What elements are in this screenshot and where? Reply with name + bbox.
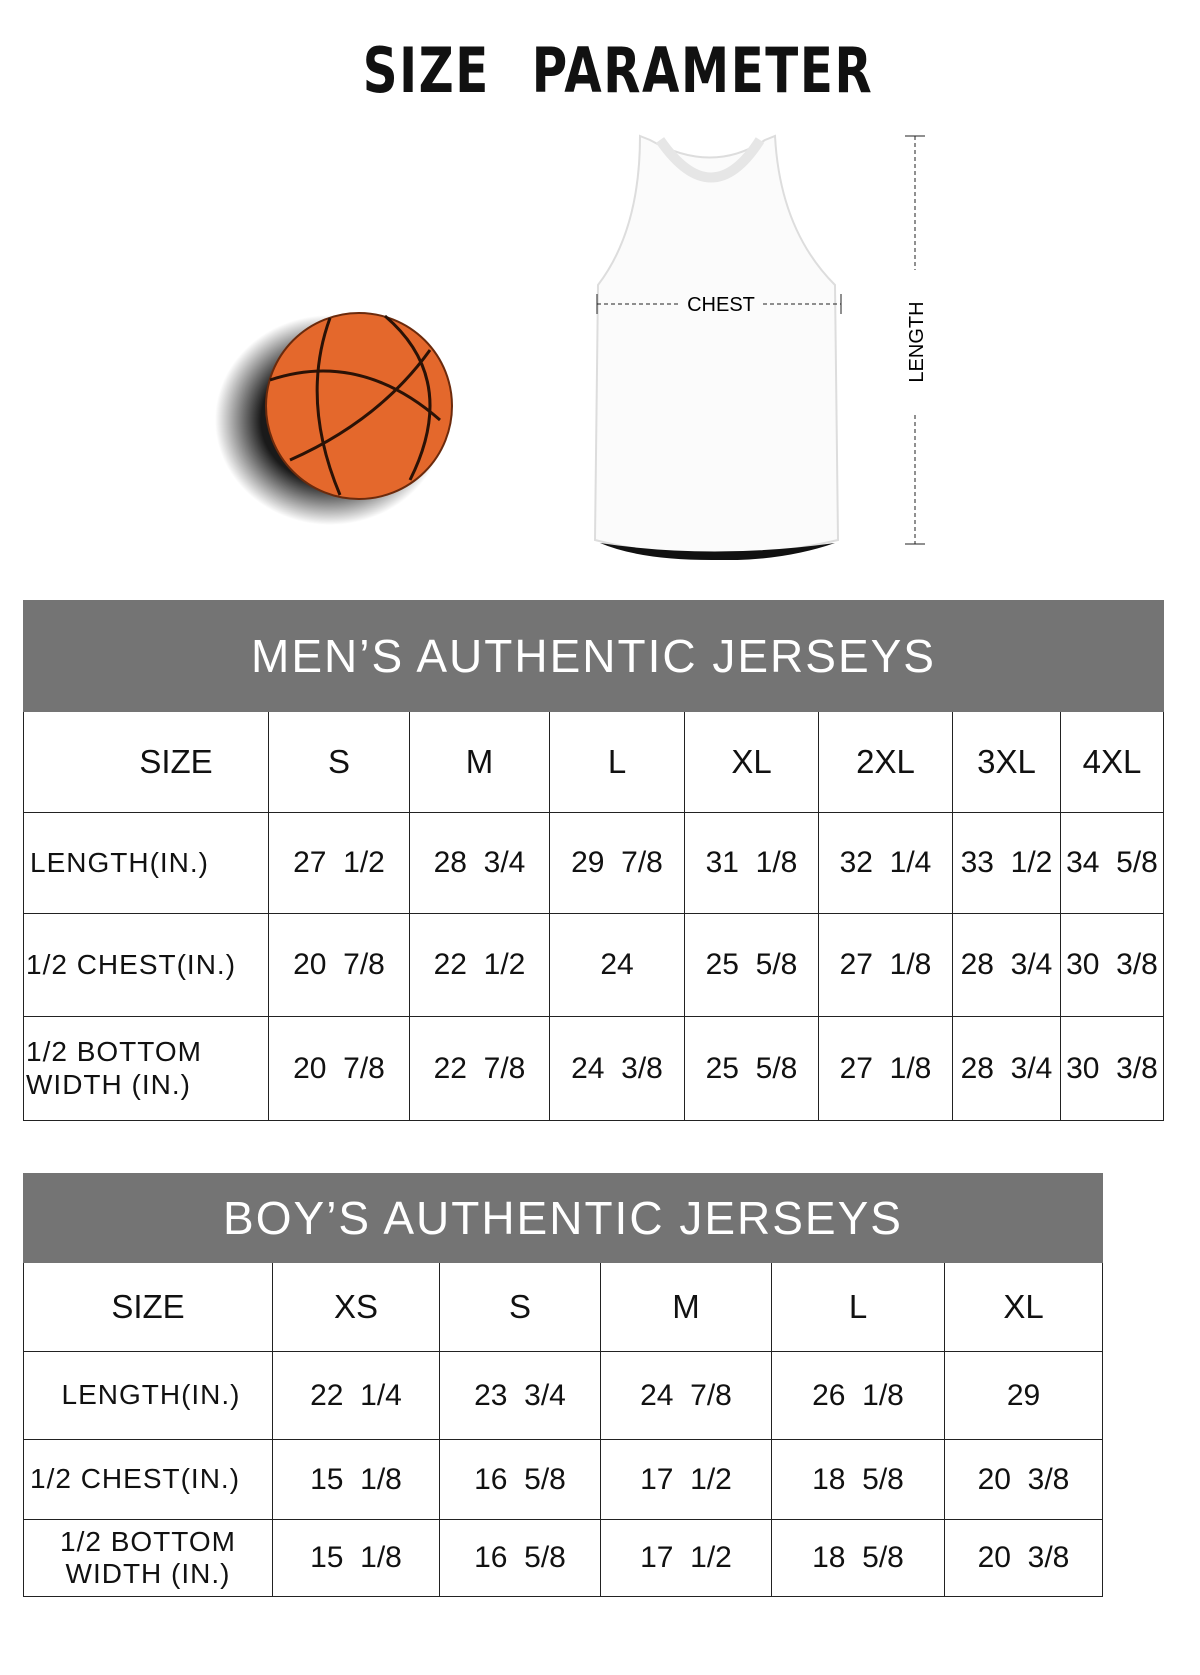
cell: 30 3/8 [1060,913,1164,1017]
row-label: LENGTH(IN.) [23,1351,273,1440]
cell: 22 7/8 [409,1016,550,1121]
table-row: LENGTH(IN.) 22 1/4 23 3/4 24 7/8 26 1/8 … [23,1351,1104,1440]
size-col: L [549,711,685,813]
cell: 26 1/8 [771,1351,945,1440]
size-col: XL [684,711,819,813]
size-col: 2XL [818,711,953,813]
size-col: M [409,711,550,813]
chest-label: CHEST [687,294,755,316]
cell: 31 1/8 [684,812,819,914]
cell: 20 3/8 [943,1439,1104,1520]
cell: 24 [549,913,685,1017]
row-label: 1/2 BOTTOM WIDTH (IN.) [23,1519,273,1597]
size-col: S [268,711,410,813]
size-col: M [600,1262,772,1352]
mens-table-title: MEN’S AUTHENTIC JERSEYS [23,600,1164,712]
cell: 33 1/2 [952,812,1061,914]
cell: 29 [943,1351,1104,1440]
row-label: 1/2 CHEST(IN.) [23,1439,273,1520]
table-row: 1/2 CHEST(IN.) 15 1/8 16 5/8 17 1/2 18 5… [23,1439,1104,1520]
cell: 22 1/4 [272,1351,440,1440]
cell: 27 1/2 [268,812,410,914]
cell: 16 5/8 [439,1519,601,1597]
cell: 24 7/8 [600,1351,772,1440]
basketball-image [215,312,453,525]
row-label: 1/2 CHEST(IN.) [23,913,269,1017]
table-row: LENGTH(IN.) 27 1/2 28 3/4 29 7/8 31 1/8 … [23,812,1164,914]
row-label: LENGTH(IN.) [23,812,269,914]
size-col: 4XL [1060,711,1164,813]
cell: 20 7/8 [268,913,410,1017]
boys-table-title: BOY’S AUTHENTIC JERSEYS [22,1173,1104,1263]
length-label: LENGTH [906,301,928,382]
cell: 22 1/2 [409,913,550,1017]
size-col: L [771,1262,945,1352]
cell: 27 1/8 [818,913,953,1017]
cell: 18 5/8 [771,1519,945,1597]
row-label: 1/2 BOTTOM WIDTH (IN.) [23,1016,269,1121]
mens-size-table: MEN’S AUTHENTIC JERSEYS SIZE S M L XL 2X… [23,600,1164,1121]
cell: 25 5/8 [684,913,819,1017]
cell: 15 1/8 [272,1519,440,1597]
table-row: 1/2 BOTTOM WIDTH (IN.) 20 7/8 22 7/8 24 … [23,1016,1164,1121]
cell: 28 3/4 [952,913,1061,1017]
cell: 34 5/8 [1060,812,1164,914]
jersey-diagram: CHEST LENGTH [593,134,928,560]
table-row: 1/2 BOTTOM WIDTH (IN.) 15 1/8 16 5/8 17 … [23,1519,1104,1597]
cell: 28 3/4 [409,812,550,914]
cell: 17 1/2 [600,1519,772,1597]
cell: 29 7/8 [549,812,685,914]
cell: 32 1/4 [818,812,953,914]
cell: 24 3/8 [549,1016,685,1121]
cell: 20 3/8 [943,1519,1104,1597]
boys-size-table: BOY’S AUTHENTIC JERSEYS SIZE XS S M L XL… [22,1173,1104,1597]
cell: 30 3/8 [1060,1016,1164,1121]
table-row: 1/2 CHEST(IN.) 20 7/8 22 1/2 24 25 5/8 2… [23,913,1164,1017]
cell: 27 1/8 [818,1016,953,1121]
cell: 17 1/2 [600,1439,772,1520]
cell: 20 7/8 [268,1016,410,1121]
page-title: SIZE PARAMETER [362,34,874,107]
cell: 23 3/4 [439,1351,601,1440]
cell: 18 5/8 [771,1439,945,1520]
size-header: SIZE [23,711,269,813]
size-header: SIZE [23,1262,273,1352]
size-col: S [439,1262,601,1352]
cell: 28 3/4 [952,1016,1061,1121]
cell: 25 5/8 [684,1016,819,1121]
cell: 15 1/8 [272,1439,440,1520]
size-col: XS [272,1262,440,1352]
size-col: 3XL [952,711,1061,813]
cell: 16 5/8 [439,1439,601,1520]
size-col: XL [943,1262,1104,1352]
